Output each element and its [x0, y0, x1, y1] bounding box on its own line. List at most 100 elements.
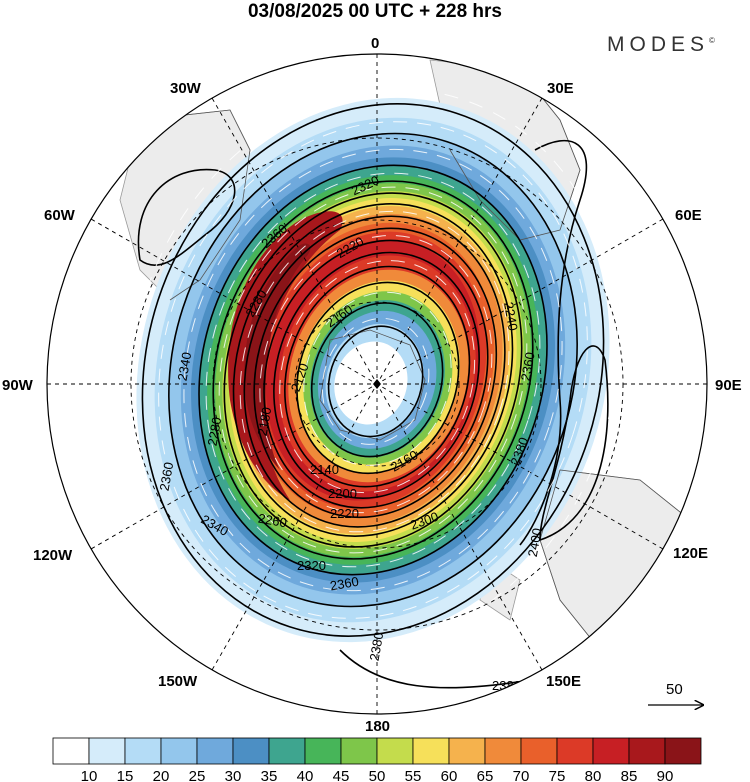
contour-label: 2360	[518, 351, 538, 382]
contour-label: 2320	[297, 558, 326, 573]
map-disk: 2320 2360 2220 2280 2160 2240 2340 2120 …	[47, 54, 707, 714]
lon-label-0: 0	[371, 35, 379, 52]
lon-label-150w: 150W	[158, 673, 198, 690]
contour-2120	[327, 325, 424, 438]
contour-2380-west	[137, 168, 236, 266]
contour-2160	[296, 281, 460, 475]
colorbar-tick-label: 30	[225, 768, 242, 782]
streamline-1	[158, 121, 588, 619]
contour-2380-east	[519, 139, 588, 546]
contour-label: 2360	[329, 574, 360, 594]
contour-2240	[253, 227, 498, 519]
streamline-2	[183, 148, 563, 592]
colorbar-swatch	[160, 737, 198, 765]
lon-label-60e: 60E	[675, 207, 702, 224]
contour-label: 2380	[492, 678, 521, 693]
lon-label-90w: 90W	[2, 377, 34, 394]
colorbar-swatch	[412, 737, 450, 765]
reference-vector: 50	[648, 681, 703, 705]
colorbar-swatch	[268, 737, 306, 765]
contour-label: 2140	[310, 462, 339, 477]
colorbar-tick-label: 90	[657, 768, 674, 782]
contour-2180	[284, 265, 471, 488]
contour-label: 2340	[175, 351, 195, 382]
colorbar-swatch	[664, 737, 702, 765]
colorbar-tick-label: 55	[405, 768, 422, 782]
longitude-labels: 0 30E 60E 90E 120E 150E 180 150W 120W 90…	[2, 35, 742, 735]
colorbar-tick-label: 65	[477, 768, 494, 782]
colorbar-swatch	[520, 737, 558, 765]
streamline-4	[218, 186, 528, 554]
lon-label-90e: 90E	[715, 377, 742, 394]
colorbar-swatch	[88, 737, 126, 765]
contour-2380-south	[339, 649, 531, 689]
map-title: 03/08/2025 00 UTC + 228 hrs	[247, 1, 503, 22]
colorbar-tick-label: 60	[441, 768, 458, 782]
contour-2340	[198, 164, 548, 576]
contour-2320	[212, 180, 534, 560]
contour-2200	[273, 251, 480, 499]
contour-label: 2240	[501, 301, 521, 332]
contour-label: 2260	[257, 511, 288, 531]
contour-label: 2400	[525, 527, 545, 558]
colorbar-tick-label: 45	[333, 768, 350, 782]
colorbar-swatch	[448, 737, 486, 765]
contour-2300	[223, 192, 523, 548]
lon-label-120w: 120W	[33, 547, 73, 564]
colorbar-swatch	[556, 737, 594, 765]
coastline-africa	[449, 69, 581, 241]
streamline-6	[259, 235, 493, 514]
colorbar-tick-label: 25	[189, 768, 206, 782]
colorbar-tick-label: 15	[117, 768, 134, 782]
contour-2220	[263, 239, 489, 509]
brand-name: MODES	[607, 33, 710, 56]
lon-label-180: 180	[365, 718, 390, 735]
colorbar-swatch	[52, 737, 90, 765]
streamline-5	[239, 210, 510, 533]
contour-2380	[141, 103, 605, 637]
contour-label: 2200	[328, 486, 357, 501]
contour-2140	[310, 302, 444, 458]
contour-label: 2220	[330, 506, 359, 521]
colorbar-tick-label: 75	[549, 768, 566, 782]
contour-label: 2360	[157, 461, 177, 492]
colorbar-swatch	[376, 737, 414, 765]
wind-streamlines	[127, 88, 619, 652]
colorbar-tick-label: 85	[621, 768, 638, 782]
coastline-south-america	[139, 109, 251, 301]
map-boundary	[46, 53, 708, 715]
colorbar-swatch	[232, 737, 270, 765]
streamline-7	[279, 260, 476, 494]
contour-2360	[168, 132, 578, 608]
colorbar-swatch	[340, 737, 378, 765]
colorbar-swatch	[628, 737, 666, 765]
colorbar-tick-label: 40	[297, 768, 314, 782]
colorbar-swatch	[592, 737, 630, 765]
contour-2280	[232, 203, 514, 537]
colorbar: 10 15 20 25 30 35 40 45 50 55 60 65 70 75 80 85 90	[52, 737, 702, 782]
height-contours	[141, 103, 605, 637]
lon-label-60w: 60W	[44, 207, 76, 224]
lon-label-30e: 30E	[547, 80, 574, 97]
pole-marker	[373, 379, 381, 389]
streamline-3	[205, 172, 541, 568]
contour-2260	[243, 215, 506, 528]
colorbar-tick-label: 10	[81, 768, 98, 782]
colorbar-tick-label: 80	[585, 768, 602, 782]
contour-label: 2380	[367, 631, 387, 662]
colorbar-tick-label: 70	[513, 768, 530, 782]
contour-label: 2280	[205, 416, 225, 447]
streamline-10	[127, 88, 619, 652]
colorbar-swatch	[304, 737, 342, 765]
lon-label-150e: 150E	[546, 673, 581, 690]
lon-label-30w: 30W	[170, 80, 202, 97]
lon-label-120e: 120E	[673, 545, 708, 562]
colorbar-swatch	[484, 737, 522, 765]
copyright-mark: ©	[709, 36, 715, 45]
streamline-9	[321, 317, 430, 445]
streamline-8	[303, 291, 452, 466]
colorbar-swatch	[196, 737, 234, 765]
brand-logo: MODES©	[607, 33, 715, 57]
colorbar-tick-label: 50	[369, 768, 386, 782]
